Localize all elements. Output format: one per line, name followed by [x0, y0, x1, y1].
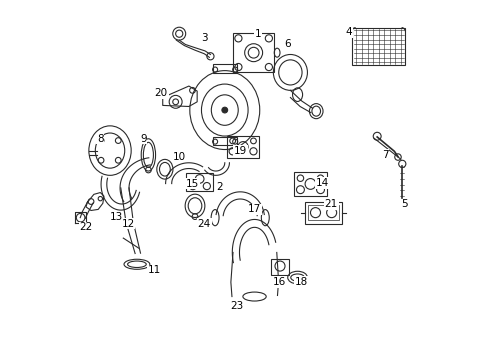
- Text: 19: 19: [233, 145, 246, 156]
- Text: 12: 12: [121, 219, 134, 229]
- Bar: [304, 202, 342, 224]
- Text: 16: 16: [272, 277, 285, 287]
- Text: 20: 20: [154, 88, 167, 98]
- Bar: [233, 33, 274, 72]
- Text: 17: 17: [247, 204, 261, 215]
- Bar: [212, 137, 237, 145]
- Text: 8: 8: [97, 134, 103, 144]
- Bar: [186, 173, 213, 192]
- Bar: [308, 205, 338, 220]
- Text: 22: 22: [79, 222, 92, 232]
- Text: 18: 18: [294, 277, 307, 287]
- Text: 10: 10: [172, 152, 185, 162]
- Text: 24: 24: [197, 219, 210, 229]
- Bar: [351, 28, 405, 65]
- Text: 7: 7: [381, 150, 387, 160]
- Text: 21: 21: [324, 199, 337, 210]
- Text: 2: 2: [216, 182, 222, 192]
- Text: 5: 5: [400, 199, 407, 210]
- Text: 1: 1: [254, 29, 261, 39]
- Text: 13: 13: [109, 212, 122, 221]
- Circle shape: [222, 107, 227, 113]
- Bar: [212, 64, 237, 73]
- Bar: [293, 172, 326, 196]
- Text: 11: 11: [147, 265, 161, 275]
- Text: 4: 4: [345, 27, 351, 37]
- Text: 3: 3: [201, 33, 207, 43]
- Text: 6: 6: [284, 39, 290, 49]
- Text: 23: 23: [229, 301, 243, 311]
- Text: 9: 9: [140, 134, 146, 144]
- Bar: [271, 259, 288, 275]
- Bar: [227, 135, 258, 158]
- Text: 14: 14: [315, 178, 328, 188]
- Text: 15: 15: [185, 179, 199, 189]
